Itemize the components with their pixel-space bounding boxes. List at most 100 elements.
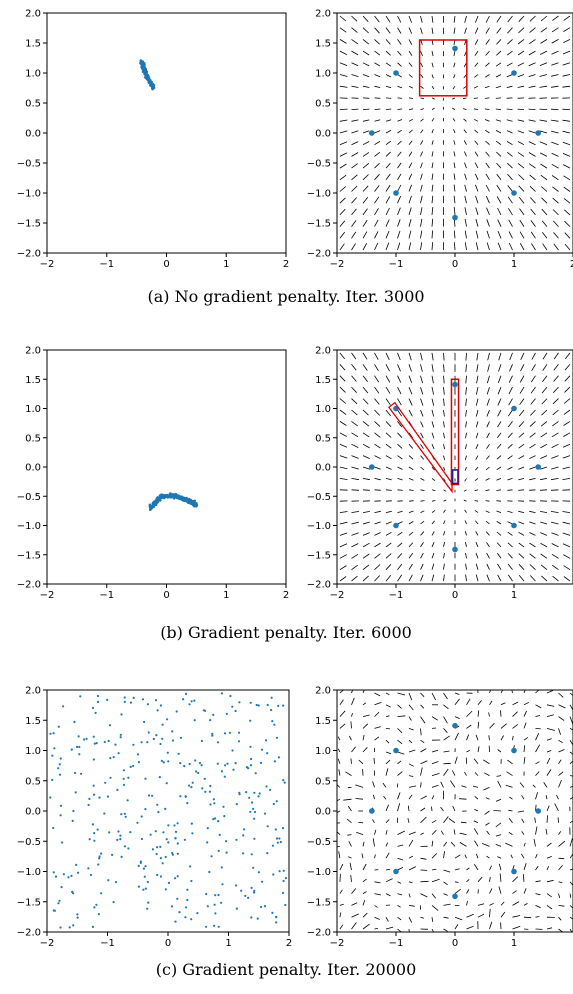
vector-arrow bbox=[351, 690, 354, 694]
sample-point bbox=[112, 901, 115, 904]
vector-arrow bbox=[558, 692, 564, 698]
vector-arrow bbox=[362, 714, 370, 717]
vector-arrow bbox=[475, 444, 479, 450]
sample-point bbox=[58, 763, 61, 766]
vector-arrow bbox=[374, 916, 380, 920]
sample-point bbox=[49, 796, 52, 799]
sample-point bbox=[161, 737, 164, 740]
vector-arrow bbox=[535, 893, 541, 896]
vector-arrow bbox=[496, 510, 502, 513]
vector-arrow bbox=[464, 195, 467, 204]
vector-arrow bbox=[465, 541, 467, 547]
vector-arrow bbox=[453, 207, 456, 215]
vector-arrow bbox=[339, 85, 348, 88]
vector-arrow bbox=[431, 15, 434, 23]
vector-arrow bbox=[562, 543, 571, 548]
vector-arrow bbox=[562, 153, 571, 157]
vector-arrow bbox=[529, 542, 536, 548]
sample-point bbox=[270, 708, 273, 712]
sample-point bbox=[257, 871, 260, 874]
sample-point bbox=[260, 748, 264, 751]
vector-arrow bbox=[569, 785, 573, 788]
vector-arrow bbox=[453, 184, 456, 192]
vector-arrow bbox=[507, 563, 513, 570]
vector-arrow bbox=[477, 746, 480, 753]
real-data-point bbox=[452, 893, 458, 900]
vector-arrow bbox=[397, 792, 401, 800]
vector-arrow bbox=[474, 129, 479, 134]
sample-point bbox=[278, 870, 281, 873]
x-tick-label: −1 bbox=[389, 259, 404, 270]
vector-arrow bbox=[476, 387, 479, 395]
sample-point bbox=[67, 876, 70, 879]
sample-point bbox=[250, 757, 253, 761]
vector-arrow bbox=[420, 880, 429, 883]
vector-arrow bbox=[507, 409, 513, 417]
vector-arrow bbox=[473, 820, 479, 824]
sample-point bbox=[59, 814, 62, 817]
vector-arrow bbox=[420, 352, 423, 361]
sample-point bbox=[93, 832, 96, 835]
vector-arrow bbox=[519, 398, 525, 406]
sample-point bbox=[253, 791, 256, 794]
vector-arrow bbox=[362, 542, 370, 548]
sample-point bbox=[96, 828, 99, 831]
vector-arrow bbox=[374, 27, 380, 34]
vector-arrow bbox=[552, 575, 559, 582]
sample-point bbox=[140, 815, 143, 818]
sample-point bbox=[94, 711, 97, 715]
vector-arrow bbox=[497, 230, 502, 239]
vector-arrow bbox=[484, 85, 490, 89]
vector-arrow bbox=[339, 398, 347, 404]
vector-arrow bbox=[397, 375, 402, 383]
vector-arrow bbox=[397, 803, 401, 812]
vector-arrow bbox=[496, 432, 502, 439]
vector-arrow bbox=[420, 15, 423, 23]
sample-point bbox=[174, 836, 177, 840]
vector-arrow bbox=[350, 721, 352, 729]
sample-point bbox=[176, 852, 179, 855]
vector-arrow bbox=[374, 726, 381, 729]
sample-point bbox=[164, 888, 167, 891]
sample-point bbox=[253, 817, 256, 820]
vector-arrow bbox=[529, 478, 536, 481]
sample-point bbox=[166, 496, 170, 499]
vector-arrow bbox=[475, 409, 479, 417]
vector-arrow bbox=[507, 39, 513, 45]
vector-arrow bbox=[385, 728, 390, 730]
vector-arrow bbox=[339, 889, 343, 894]
vector-arrow bbox=[463, 140, 467, 145]
sample-point bbox=[123, 845, 127, 848]
vector-arrow bbox=[431, 51, 434, 57]
vector-arrow bbox=[397, 443, 403, 449]
vector-arrow bbox=[553, 386, 559, 393]
vector-arrow bbox=[408, 866, 417, 871]
x-tick-label: 2 bbox=[286, 938, 292, 949]
sample-point bbox=[247, 896, 250, 900]
vector-arrow bbox=[484, 129, 490, 134]
sample-point bbox=[80, 772, 83, 775]
vector-arrow bbox=[454, 732, 459, 741]
vector-arrow bbox=[529, 27, 536, 33]
vector-arrow bbox=[345, 771, 352, 776]
sample-point bbox=[59, 926, 62, 929]
vector-arrow bbox=[431, 27, 434, 34]
vector-arrow bbox=[339, 576, 347, 582]
vector-arrow bbox=[351, 922, 357, 930]
sample-point bbox=[111, 853, 114, 857]
sample-point bbox=[149, 504, 152, 508]
vector-arrow bbox=[408, 553, 414, 559]
vector-arrow bbox=[487, 364, 490, 372]
y-tick-label: 0.0 bbox=[25, 129, 41, 140]
vector-arrow bbox=[397, 542, 403, 548]
vector-arrow bbox=[509, 364, 513, 372]
vector-arrow bbox=[496, 542, 502, 548]
vector-arrow bbox=[362, 162, 370, 169]
vector-arrow bbox=[350, 758, 352, 764]
vector-arrow bbox=[397, 478, 403, 481]
vector-arrow bbox=[542, 364, 548, 371]
vector-arrow bbox=[351, 386, 357, 393]
sample-point bbox=[149, 84, 153, 87]
sample-point bbox=[260, 905, 263, 909]
vector-arrow bbox=[473, 108, 479, 110]
